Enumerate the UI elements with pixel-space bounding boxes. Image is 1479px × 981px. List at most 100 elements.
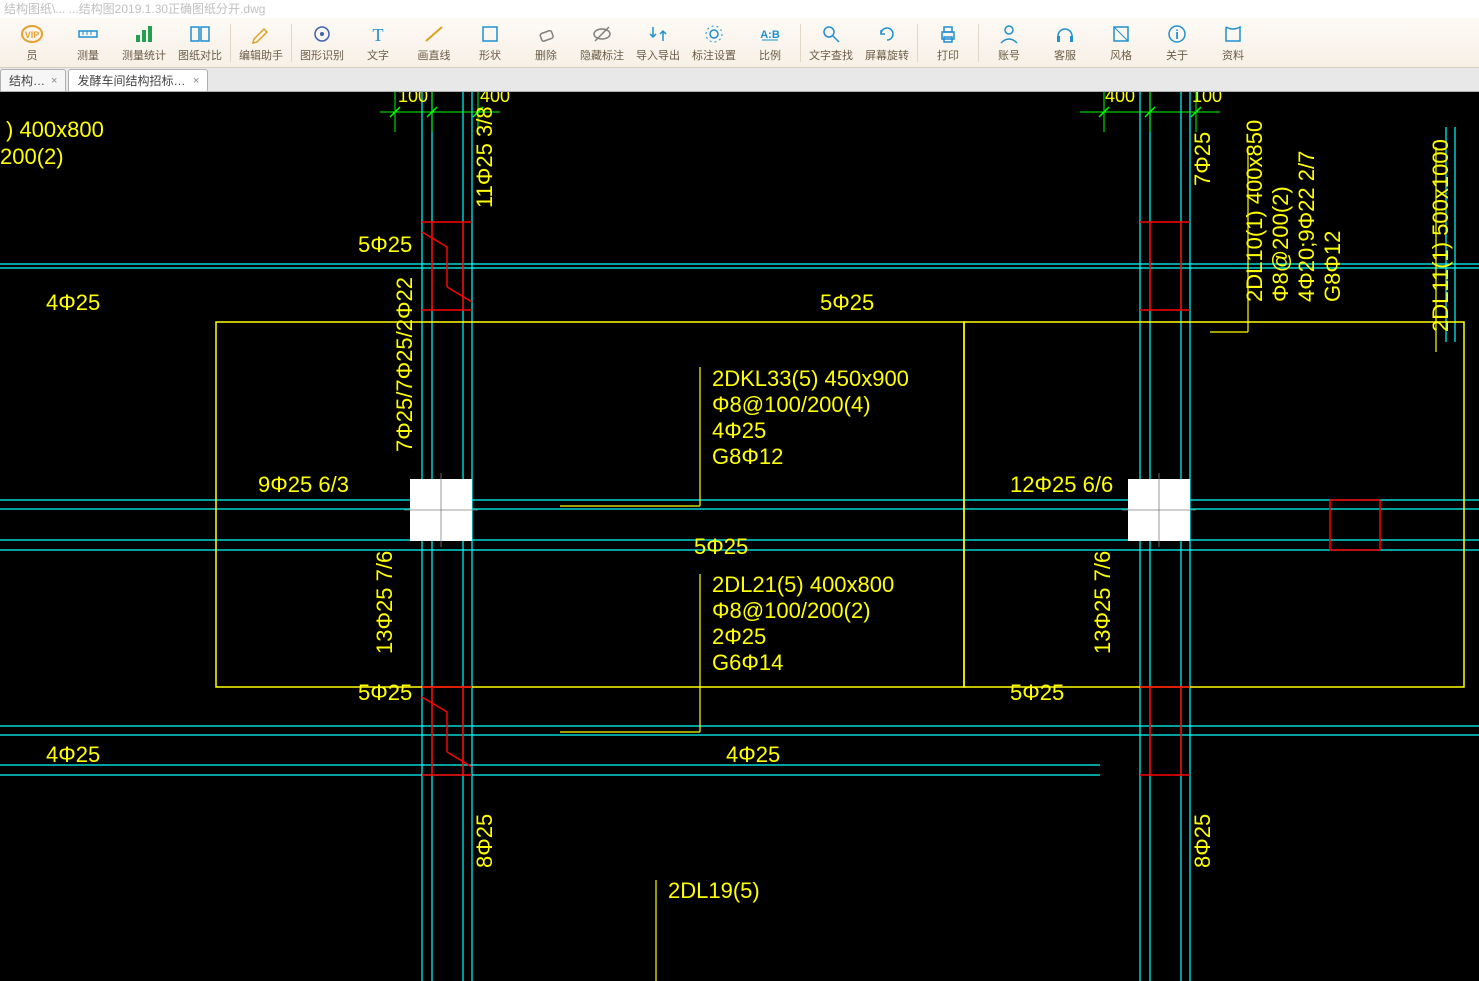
svg-text:2DL19(5): 2DL19(5) [668,878,760,903]
window-title: 结构图纸\... ...结构图2019.1.30正确图纸分开.dwg [0,0,1479,18]
hide_ann-button[interactable]: 隐藏标注 [574,20,630,66]
svg-text:13Φ25 7/6: 13Φ25 7/6 [372,551,397,654]
rotate-button[interactable]: 屏幕旋转 [859,20,915,66]
toolbar-separator [978,24,979,62]
scale-button[interactable]: A:B比例 [742,20,798,66]
document-tab[interactable]: 发酵车间结构招标图2…× [68,69,208,91]
about-button[interactable]: i 关于 [1149,20,1205,66]
text-button[interactable]: T 文字 [350,20,406,66]
document-tab[interactable]: 结构… × [0,69,66,91]
measure_stat-button[interactable]: 测量统计 [116,20,172,66]
toolbar-label: 编辑助手 [239,47,283,63]
delete-button[interactable]: 删除 [518,20,574,66]
compare-button[interactable]: 图纸对比 [172,20,228,66]
toolbar-label: 文字查找 [809,47,853,63]
toolbar-separator [230,24,231,62]
line-button[interactable]: 画直线 [406,20,462,66]
svg-text:i: i [1175,27,1179,42]
text-icon: T [367,23,389,45]
print-button[interactable]: 打印 [920,20,976,66]
measure-button[interactable]: 测量 [60,20,116,66]
shape-icon [479,23,501,45]
svg-text:2DL21(5) 400x800: 2DL21(5) 400x800 [712,572,894,597]
close-icon[interactable]: × [193,75,199,87]
svg-text:400: 400 [1105,92,1135,106]
hide-icon [591,23,613,45]
ruler-icon [77,23,99,45]
stats-icon [133,23,155,45]
edit_helper-button[interactable]: 编辑助手 [233,20,289,66]
toolbar-label: 风格 [1110,47,1132,63]
svg-text:12Φ25 6/6: 12Φ25 6/6 [1010,472,1113,497]
svg-text:5Φ25: 5Φ25 [820,290,874,315]
close-icon[interactable]: × [51,75,57,87]
toolbar-label: 测量统计 [122,47,166,63]
svg-text:4Φ20;9Φ22 2/7: 4Φ20;9Φ22 2/7 [1294,151,1319,302]
find_text-button[interactable]: 文字查找 [803,20,859,66]
svg-text:2DKL33(5) 450x900: 2DKL33(5) 450x900 [712,366,909,391]
drawing-canvas[interactable]: ) 400x800200(2)1004004001005Φ254Φ255Φ259… [0,92,1479,981]
eraser-icon [535,23,557,45]
toolbar-label: 导入导出 [636,47,680,63]
vip-button[interactable]: VIP 员 [4,20,60,66]
ann_set-button[interactable]: 标注设置 [686,20,742,66]
io-icon [647,23,669,45]
scale-icon: A:B [759,23,781,45]
svg-text:7Φ25/7Φ25/2Φ22: 7Φ25/7Φ25/2Φ22 [392,277,417,452]
toolbar-label: 账号 [998,47,1020,63]
shape-button[interactable]: 形状 [462,20,518,66]
edit-icon [250,23,272,45]
rotate-icon [876,23,898,45]
vip-icon: VIP [21,23,43,45]
find-icon [820,23,842,45]
book-icon [1222,23,1244,45]
document-tabstrip: 结构…×发酵车间结构招标图2…× [0,68,1479,92]
svg-text:Φ8@100/200(4): Φ8@100/200(4) [712,392,871,417]
import_export-button[interactable]: 导入导出 [630,20,686,66]
svg-text:2DL10(1) 400x850: 2DL10(1) 400x850 [1242,120,1267,302]
svg-text:G8Φ12: G8Φ12 [1320,231,1345,302]
svg-text:7Φ25: 7Φ25 [1190,132,1215,186]
svg-text:4Φ25: 4Φ25 [712,418,766,443]
toolbar-label: 画直线 [418,47,451,63]
svg-text:8Φ25: 8Φ25 [1190,814,1215,868]
user-icon [998,23,1020,45]
svg-text:2DL11(1) 500x1000: 2DL11(1) 500x1000 [1428,139,1453,332]
service-button[interactable]: 客服 [1037,20,1093,66]
svg-text:100: 100 [1192,92,1222,106]
svg-text:Φ8@200(2): Φ8@200(2) [1268,186,1293,302]
toolbar-label: 标注设置 [692,47,736,63]
svg-text:G6Φ14: G6Φ14 [712,650,783,675]
toolbar-label: 隐藏标注 [580,47,624,63]
svg-text:Φ8@100/200(2): Φ8@100/200(2) [712,598,871,623]
svg-text:13Φ25 7/6: 13Φ25 7/6 [1090,551,1115,654]
settings-icon [703,23,725,45]
svg-text:5Φ25: 5Φ25 [358,232,412,257]
svg-text:9Φ25 6/3: 9Φ25 6/3 [258,472,349,497]
toolbar-label: 关于 [1166,47,1188,63]
svg-text:VIP: VIP [25,30,40,40]
svg-text:4Φ25: 4Φ25 [46,290,100,315]
compare-icon [189,23,211,45]
shape_rec-button[interactable]: 图形识别 [294,20,350,66]
toolbar-separator [800,24,801,62]
toolbar-label: 测量 [77,47,99,63]
style-button[interactable]: 风格 [1093,20,1149,66]
toolbar-label: 屏幕旋转 [865,47,909,63]
material-button[interactable]: 资料 [1205,20,1261,66]
toolbar-label: 打印 [937,47,959,63]
toolbar-label: 删除 [535,47,557,63]
headset-icon [1054,23,1076,45]
svg-text:4Φ25: 4Φ25 [46,742,100,767]
svg-text:4Φ25: 4Φ25 [726,742,780,767]
account-button[interactable]: 账号 [981,20,1037,66]
toolbar-separator [291,24,292,62]
svg-text:5Φ25: 5Φ25 [1010,680,1064,705]
print-icon [937,23,959,45]
toolbar-label: 员 [27,47,38,63]
toolbar-label: 文字 [367,47,389,63]
svg-text:A:B: A:B [760,29,780,41]
toolbar-label: 图形识别 [300,47,344,63]
tab-label: 结构… [9,72,45,89]
style-icon [1110,23,1132,45]
